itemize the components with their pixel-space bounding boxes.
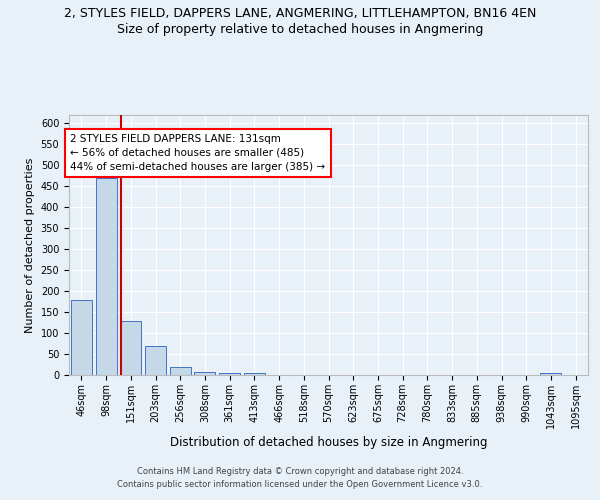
- Bar: [71, 300, 92, 375]
- Text: Contains HM Land Registry data © Crown copyright and database right 2024.: Contains HM Land Registry data © Crown c…: [137, 467, 463, 476]
- Bar: [95, 178, 116, 375]
- Bar: [145, 346, 166, 375]
- Text: Size of property relative to detached houses in Angmering: Size of property relative to detached ho…: [117, 22, 483, 36]
- Bar: [541, 373, 562, 375]
- Bar: [170, 368, 191, 375]
- Bar: [219, 373, 240, 375]
- Y-axis label: Number of detached properties: Number of detached properties: [25, 158, 35, 332]
- Bar: [244, 373, 265, 375]
- Text: Contains public sector information licensed under the Open Government Licence v3: Contains public sector information licen…: [118, 480, 482, 489]
- Text: 2 STYLES FIELD DAPPERS LANE: 131sqm
← 56% of detached houses are smaller (485)
4: 2 STYLES FIELD DAPPERS LANE: 131sqm ← 56…: [70, 134, 325, 172]
- Text: 2, STYLES FIELD, DAPPERS LANE, ANGMERING, LITTLEHAMPTON, BN16 4EN: 2, STYLES FIELD, DAPPERS LANE, ANGMERING…: [64, 8, 536, 20]
- X-axis label: Distribution of detached houses by size in Angmering: Distribution of detached houses by size …: [170, 436, 487, 450]
- Bar: [194, 372, 215, 375]
- Bar: [120, 322, 141, 375]
